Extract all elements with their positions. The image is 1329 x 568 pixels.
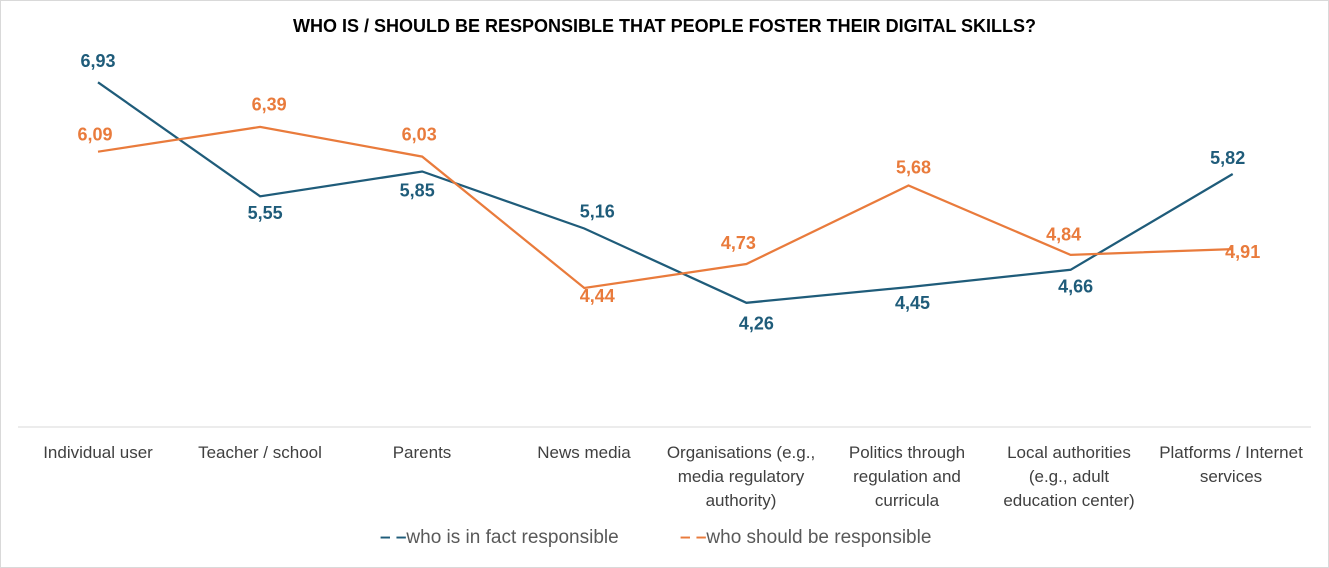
legend-fact-label: who is in fact responsible (406, 527, 619, 548)
category-label-organisations: Organisations (e.g., media regulatory au… (666, 443, 816, 510)
data-label-fact-5: 4,45 (895, 293, 930, 313)
data-label-should-2: 6,03 (402, 124, 437, 144)
category-label-news-media: News media (537, 443, 631, 462)
legend-fact-marker: – – (380, 527, 407, 548)
data-label-should-5: 5,68 (896, 157, 931, 177)
series-line-fact (97, 81, 1234, 304)
data-label-should-6: 4,84 (1046, 225, 1081, 245)
data-label-fact-1: 5,55 (248, 203, 283, 223)
data-label-should-1: 6,39 (252, 95, 287, 115)
data-label-should-7: 4,91 (1225, 242, 1260, 262)
data-label-fact-7: 5,82 (1210, 148, 1245, 168)
data-label-should-0: 6,09 (77, 124, 112, 144)
category-label-teacher-school: Teacher / school (198, 443, 322, 462)
data-label-fact-3: 5,16 (580, 201, 615, 221)
category-label-platforms: Platforms / Internet services (1159, 443, 1303, 486)
series-line-should (97, 125, 1233, 290)
data-label-fact-0: 6,93 (80, 51, 115, 71)
category-label-local-authorities: Local authorities (e.g., adult education… (1003, 443, 1135, 510)
category-label-politics: Politics through regulation and curricul… (848, 443, 966, 510)
data-label-fact-4: 4,26 (739, 314, 774, 334)
chart-title: WHO IS / SHOULD BE RESPONSIBLE THAT PEOP… (292, 16, 1037, 36)
category-label-parents: Parents (392, 443, 452, 462)
category-label-individual-user: Individual user (43, 443, 153, 462)
data-label-should-3: 4,44 (580, 286, 615, 306)
legend-fact: – –who is in fact responsible (380, 527, 619, 549)
legend-should-label: who should be responsible (706, 527, 932, 548)
legend-should-marker: – – (680, 527, 707, 548)
data-label-should-4: 4,73 (721, 233, 756, 253)
legend-should: – –who should be responsible (680, 527, 931, 549)
data-label-fact-2: 5,85 (400, 180, 435, 200)
data-label-fact-6: 4,66 (1058, 277, 1093, 297)
